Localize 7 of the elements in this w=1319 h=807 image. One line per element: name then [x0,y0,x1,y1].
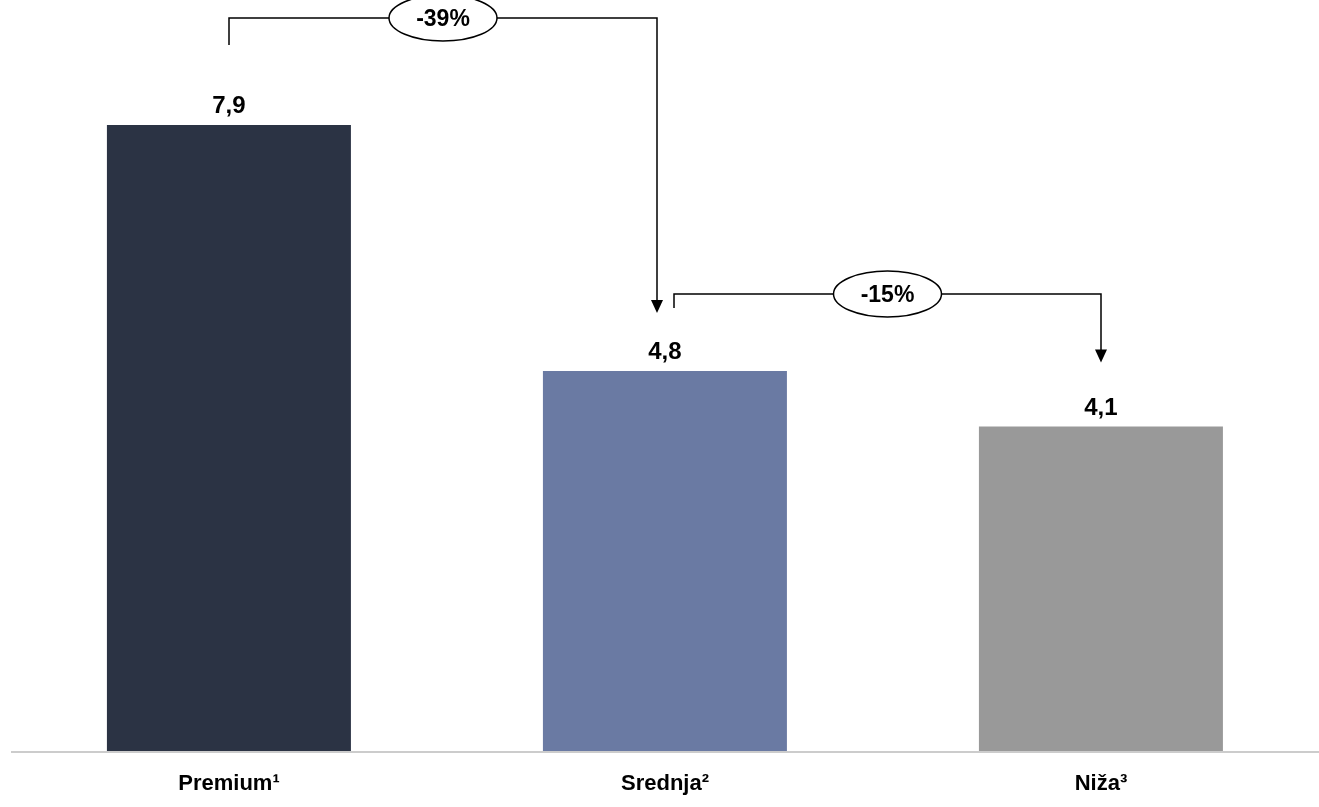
annotation: -15% [860,281,915,308]
data-label: 4,1 [1084,392,1118,420]
x-tick-label: Srednja² [620,769,710,795]
data-label: 7,9 [212,91,246,118]
x-tick-label: Premium¹ [178,769,280,795]
x-tick-label: Niža³ [1074,769,1128,795]
data-label: 4,8 [648,337,682,365]
